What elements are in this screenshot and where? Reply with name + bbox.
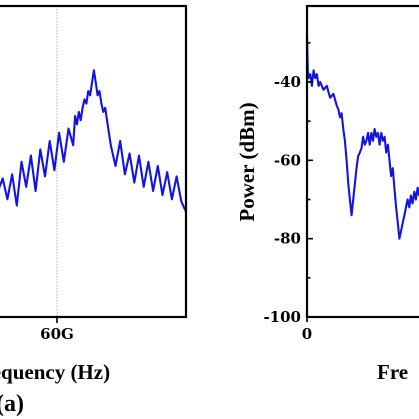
panel-a-spectrum-trace	[0, 69, 187, 213]
panel-a-x-axis-title: Frequency (Hz)	[0, 360, 110, 384]
panel-a-label: (a)	[0, 391, 24, 417]
panel-b-x-tick-label-0: 0	[302, 325, 312, 343]
panel-a-plot: 60G Frequency (Hz) (a)	[0, 4, 188, 417]
panel-b-y-tick-label-3: -100	[263, 308, 301, 326]
panel-b-x-axis-title: Fre	[377, 360, 408, 384]
panel-b-plot: -40 -60 -80 -100 0 Power (dBm) Fre	[235, 4, 419, 384]
panel-b-y-tick-label-1: -60	[274, 151, 301, 169]
panel-b-y-tick-label-2: -80	[274, 230, 301, 248]
panel-b-y-ticks: -40 -60 -80 -100	[263, 42, 313, 326]
panel-b-y-tick-label-0: -40	[274, 73, 301, 91]
panel-a-x-tick-label-60g: 60G	[40, 325, 74, 343]
panel-b-axes-frame	[305, 4, 419, 319]
panel-b-y-axis-title: Power (dBm)	[235, 102, 259, 221]
panel-a-axes-frame	[0, 4, 188, 319]
panel-b-spectrum-trace	[305, 34, 419, 240]
